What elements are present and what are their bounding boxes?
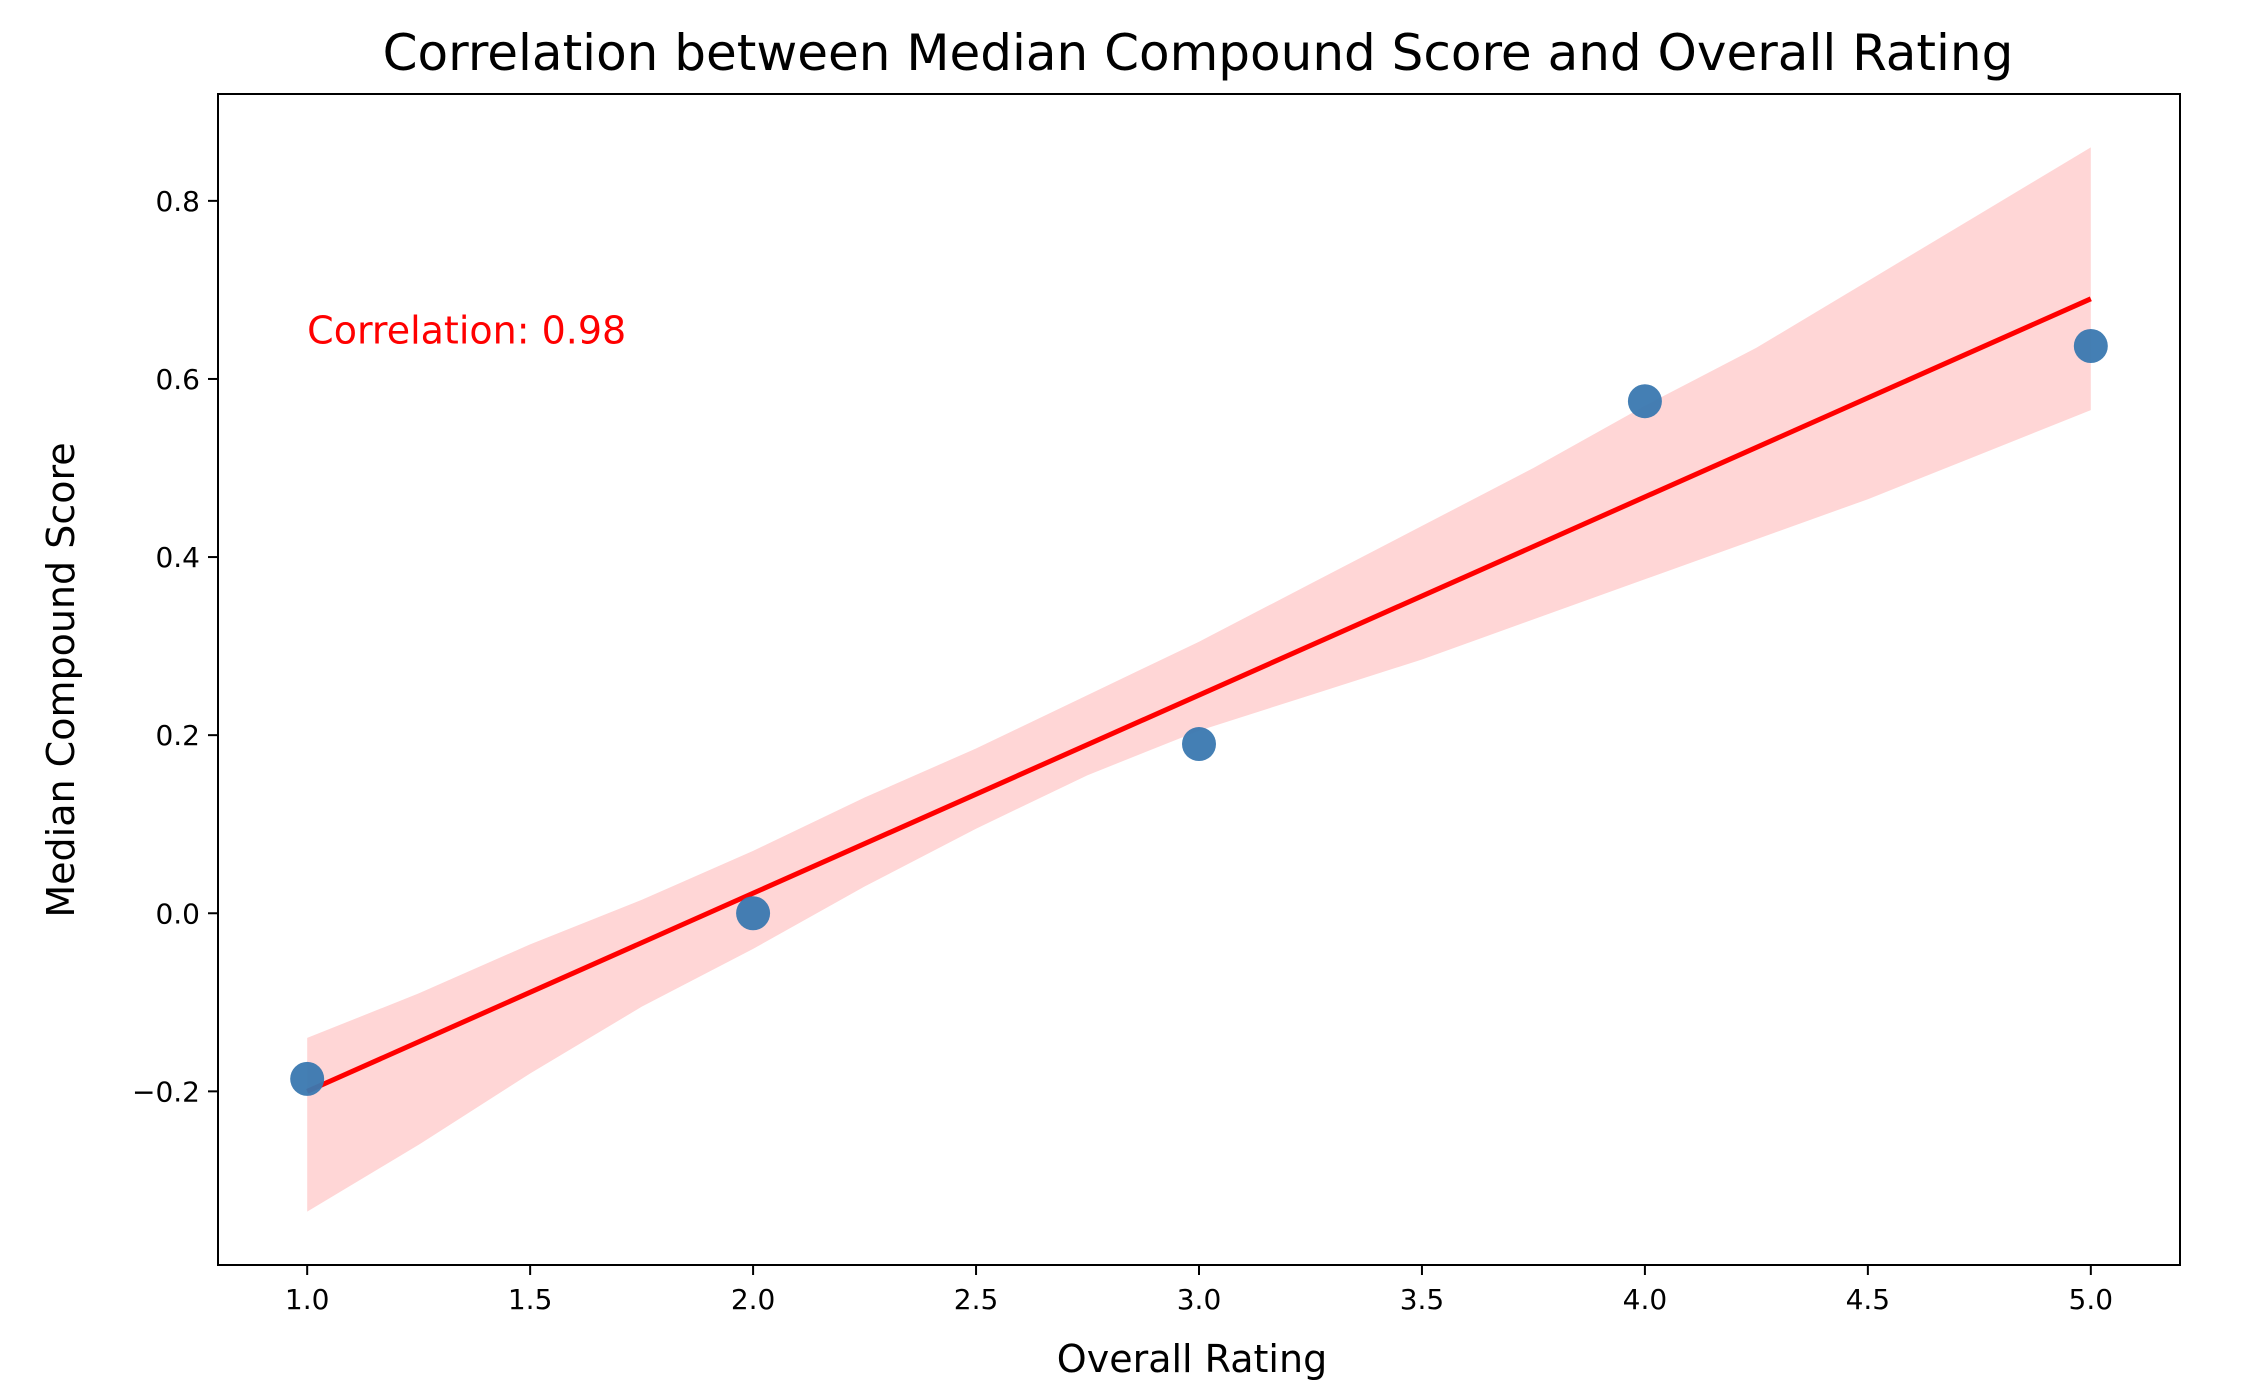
- confidence-band-layer: [307, 147, 2091, 1212]
- correlation-annotation: Correlation: 0.98: [307, 308, 626, 352]
- scatter-point-3: [1182, 727, 1216, 762]
- regression-line: [306, 296, 2092, 1094]
- regression-line-layer: [306, 296, 2092, 1094]
- x-tick-label: 2.5: [954, 1283, 999, 1316]
- scatter-point-1: [290, 1061, 325, 1096]
- y-tick-label: 0.6: [155, 363, 200, 396]
- x-axis-ticks: 1.0 1.5 2.0 2.5 3.0 3.5 4.0 4.5 5.0: [285, 1265, 2113, 1316]
- chart-title: Correlation between Median Compound Scor…: [383, 24, 2014, 82]
- y-tick-label: 0.2: [155, 719, 200, 752]
- x-axis-label: Overall Rating: [1057, 1337, 1327, 1381]
- scatter-points-layer: [290, 329, 2108, 1096]
- x-tick-label: 3.5: [1400, 1283, 1445, 1316]
- y-axis-ticks: −0.2 0.0 0.2 0.4 0.6 0.8: [132, 185, 218, 1108]
- y-tick-label: 0.8: [155, 185, 200, 218]
- x-tick-label: 4.0: [1623, 1283, 1668, 1316]
- y-tick-label: 0.0: [155, 897, 200, 930]
- y-tick-label: 0.4: [155, 541, 200, 574]
- x-tick-label: 1.5: [508, 1283, 553, 1316]
- y-axis-label: Median Compound Score: [39, 442, 83, 917]
- scatter-point-4: [1627, 384, 1662, 419]
- x-tick-label: 5.0: [2069, 1283, 2114, 1316]
- y-tick-label: −0.2: [132, 1075, 200, 1108]
- scatter-point-2: [736, 896, 771, 931]
- confidence-band: [307, 147, 2091, 1212]
- x-tick-label: 4.5: [1846, 1283, 1891, 1316]
- x-tick-label: 2.0: [731, 1283, 776, 1316]
- scatter-point-5: [2073, 329, 2108, 364]
- x-tick-label: 1.0: [285, 1283, 330, 1316]
- x-tick-label: 3.0: [1177, 1283, 1222, 1316]
